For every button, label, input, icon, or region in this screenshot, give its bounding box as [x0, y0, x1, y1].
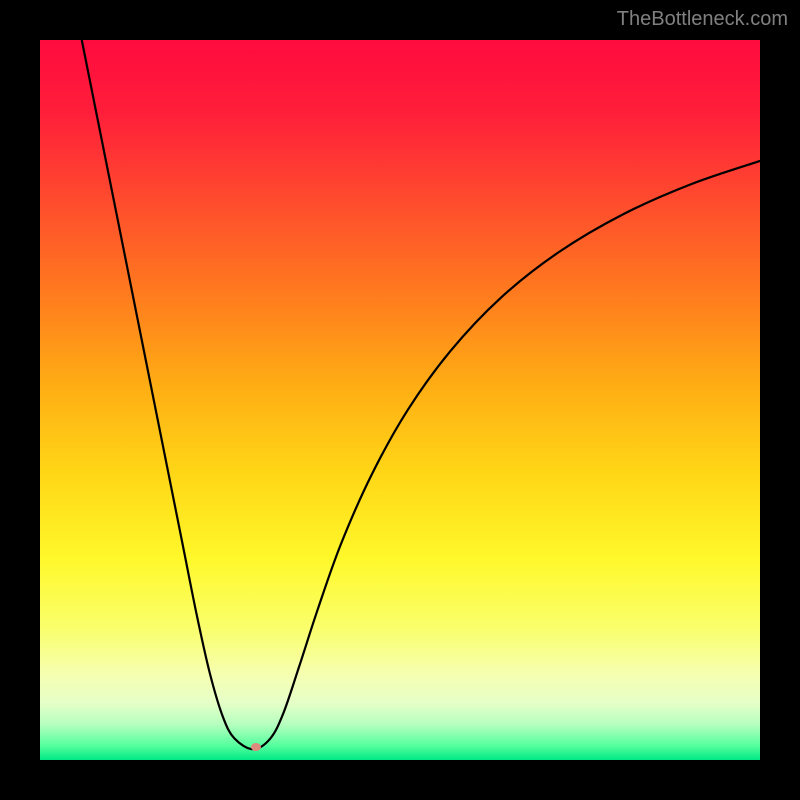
chart-container: TheBottleneck.com [0, 0, 800, 800]
optimal-point-marker [251, 743, 261, 751]
watermark-label: TheBottleneck.com [617, 8, 788, 31]
plot-area [40, 40, 760, 760]
curve-layer [40, 40, 760, 760]
bottleneck-curve [82, 40, 760, 749]
